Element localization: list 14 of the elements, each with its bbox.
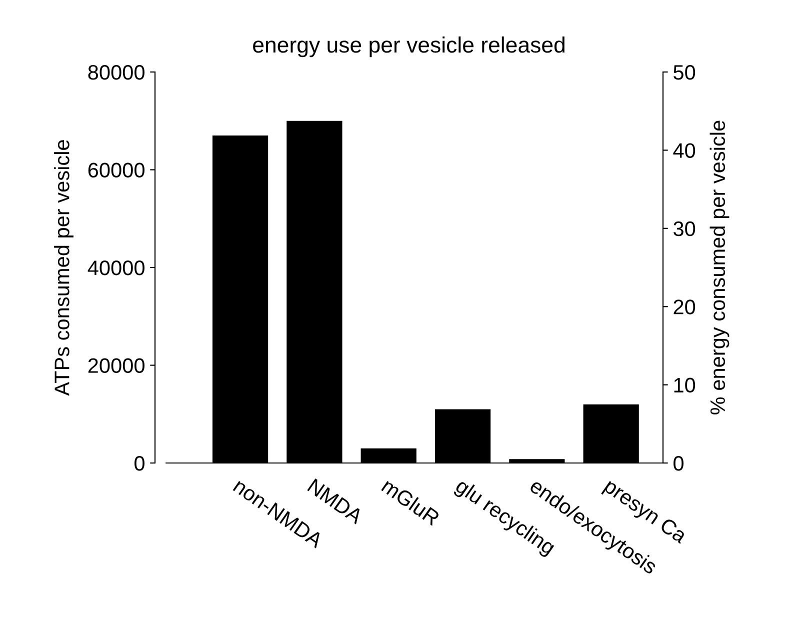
chart-title: energy use per vesicle released bbox=[253, 36, 564, 58]
y2-tick-label: 20 bbox=[674, 300, 696, 314]
y-tick-label: 20000 bbox=[88, 358, 144, 374]
y2-tick-label: 10 bbox=[674, 378, 696, 393]
y-tick-label: 0 bbox=[134, 456, 144, 471]
y-axis-title: ATPs consumed per vesicle bbox=[54, 140, 74, 396]
y2-tick-label: 0 bbox=[674, 456, 684, 471]
y2-tick-label: 30 bbox=[674, 221, 696, 236]
y2-tick-label: 40 bbox=[673, 143, 696, 158]
y-tick-label: 40000 bbox=[88, 260, 144, 276]
y2-tick-label: 50 bbox=[674, 65, 696, 80]
y-tick-label: 60000 bbox=[88, 162, 144, 178]
y2-axis-title: % energy consumed per vesicle bbox=[710, 120, 730, 414]
y-tick-label: 80000 bbox=[88, 65, 144, 80]
